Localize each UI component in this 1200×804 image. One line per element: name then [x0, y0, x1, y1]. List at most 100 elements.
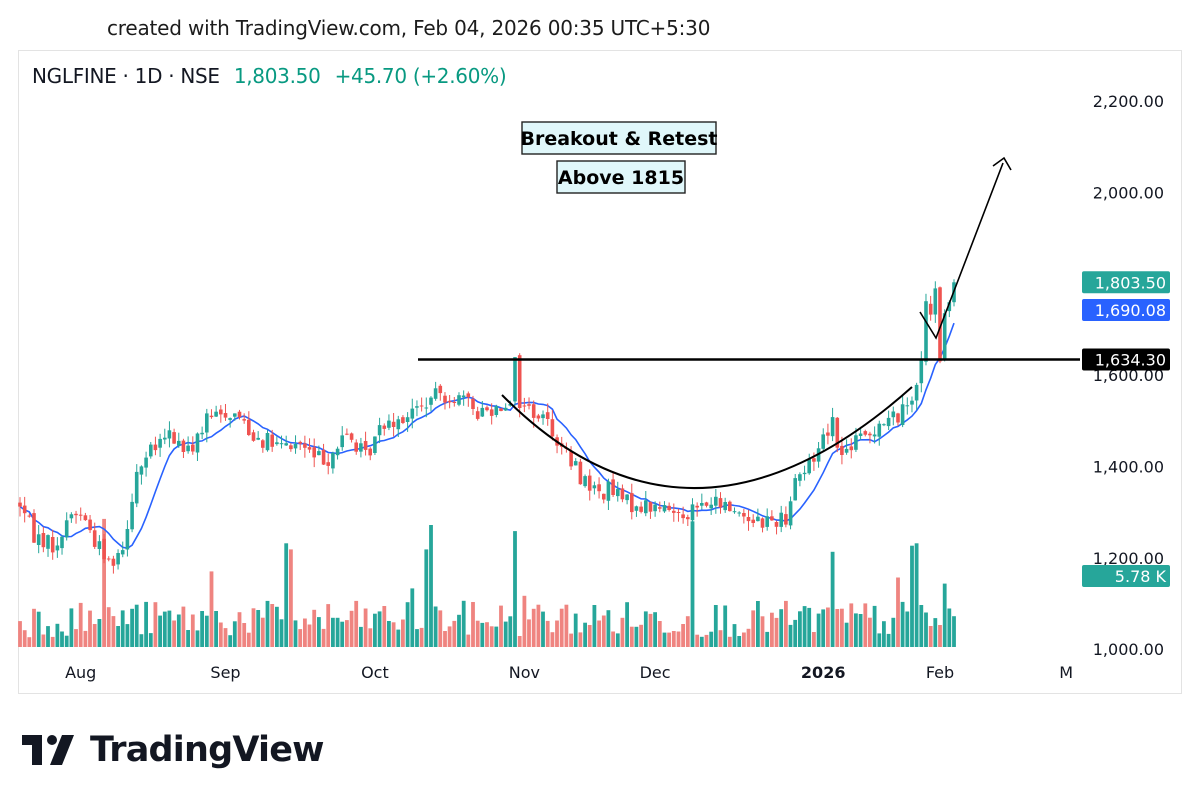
volume-bar	[503, 621, 508, 647]
volume-bar	[919, 605, 924, 647]
y-tick-label: 2,200.00	[1093, 92, 1164, 111]
candle-body	[578, 461, 583, 485]
candle-body	[284, 443, 288, 446]
candle-body	[177, 440, 181, 446]
candle-body	[405, 417, 410, 422]
volume-bar	[849, 603, 854, 647]
candle-body	[335, 448, 340, 456]
volume-bar	[648, 613, 653, 647]
volume-bar	[27, 637, 32, 647]
candle-body	[840, 445, 844, 455]
volume-bar	[447, 626, 452, 647]
volume-bar	[699, 636, 704, 647]
volume-bar	[629, 626, 634, 647]
volume-bar	[186, 630, 190, 647]
volume-bar	[405, 602, 410, 647]
candle-body	[545, 412, 550, 419]
candle-body	[522, 405, 527, 407]
candle-body	[368, 448, 372, 456]
volume-bar	[816, 613, 821, 647]
volume-bar	[704, 634, 709, 647]
volume-bar	[681, 624, 685, 647]
candlestick-series	[18, 279, 956, 574]
y-tick-label: 1,000.00	[1093, 640, 1164, 659]
candle-body	[191, 444, 195, 452]
volume-bar	[83, 630, 88, 647]
candle-body	[167, 430, 172, 439]
volume-bar	[18, 621, 22, 647]
volume-bar	[620, 617, 625, 647]
volume-bar	[480, 622, 485, 647]
volume-bar	[331, 617, 335, 647]
candle-body	[265, 433, 270, 451]
arrowhead	[992, 156, 1012, 171]
price-axis[interactable]: 2,200.00 2,000.00 1,600.00 1,400.00 1,200.00…	[1093, 92, 1164, 659]
volume-bar	[844, 622, 849, 647]
volume-bar	[541, 611, 545, 647]
volume-bar	[784, 600, 788, 647]
volume-bar	[401, 619, 405, 647]
candle-body	[798, 474, 802, 481]
volume-bar	[643, 611, 648, 647]
candle-body	[648, 502, 653, 512]
candle-body	[620, 488, 625, 500]
candle-body	[349, 433, 354, 440]
volume-bar	[359, 626, 363, 647]
candle-body	[321, 449, 326, 465]
candle-body	[22, 505, 27, 514]
volume-bar	[826, 607, 830, 647]
candle-body	[732, 511, 737, 513]
volume-bar	[387, 621, 391, 647]
volume-bar	[770, 612, 774, 647]
candle-body	[424, 407, 429, 409]
candle-body	[714, 496, 718, 506]
volume-bar	[499, 605, 503, 647]
volume-bar	[60, 631, 64, 647]
volume-bar	[111, 616, 116, 647]
candle-body	[27, 515, 32, 517]
volume-bar	[788, 624, 793, 647]
tradingview-logo-text: TradingView	[90, 730, 324, 770]
candle-body	[924, 301, 928, 362]
candle-body	[144, 457, 148, 468]
candle-body	[401, 417, 405, 423]
candle-body	[938, 287, 942, 362]
volume-bar	[209, 571, 214, 647]
volume-bar	[190, 614, 195, 647]
volume-bar	[653, 612, 657, 647]
chart-frame	[18, 50, 1182, 694]
candle-body	[387, 420, 391, 428]
candle-body	[672, 510, 676, 513]
volume-bar	[88, 610, 92, 647]
volume-bar	[872, 605, 877, 647]
tradingview-logo[interactable]: TradingView	[22, 730, 324, 770]
volume-bar	[798, 611, 802, 647]
moving-average-layer	[19, 322, 955, 550]
volume-bar	[457, 614, 461, 647]
candle-body	[639, 506, 643, 512]
candle-body	[536, 415, 541, 419]
volume-bar	[536, 604, 541, 647]
volume-bar	[242, 623, 247, 647]
volume-bar	[69, 608, 74, 647]
candle-body	[634, 506, 639, 511]
resistance-level-tag-box	[1082, 348, 1170, 371]
candle-body	[317, 451, 321, 456]
candle-body	[844, 448, 849, 453]
candle-body	[134, 471, 139, 504]
volume-bar	[891, 617, 896, 647]
volume-bar	[779, 609, 784, 647]
candle-body	[18, 502, 22, 507]
volume-bar	[910, 545, 914, 647]
symbol-label[interactable]: NGLFINE · 1D · NSE	[32, 64, 220, 88]
time-axis[interactable]: Aug Sep Oct Nov Dec 2026 Feb M	[65, 663, 1073, 682]
candle-body	[700, 503, 704, 506]
volume-bar	[64, 635, 69, 647]
candle-body	[742, 513, 746, 517]
volume-bar	[550, 632, 555, 647]
candle-body	[410, 408, 415, 419]
volume-bar	[886, 633, 891, 647]
candle-body	[494, 406, 499, 415]
callout-note: Breakout & Retest	[520, 121, 718, 155]
